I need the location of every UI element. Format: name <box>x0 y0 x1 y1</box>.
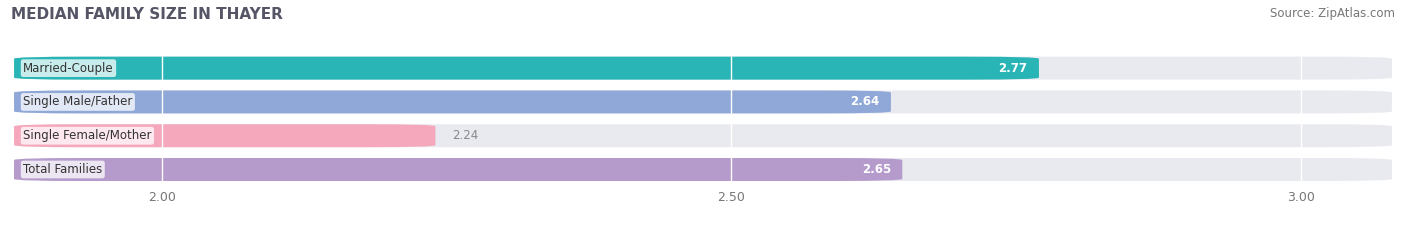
Text: MEDIAN FAMILY SIZE IN THAYER: MEDIAN FAMILY SIZE IN THAYER <box>11 7 283 22</box>
Text: 2.65: 2.65 <box>862 163 891 176</box>
Text: Single Female/Mother: Single Female/Mother <box>22 129 152 142</box>
Text: Source: ZipAtlas.com: Source: ZipAtlas.com <box>1270 7 1395 20</box>
Text: Married-Couple: Married-Couple <box>22 62 114 75</box>
FancyBboxPatch shape <box>14 124 1392 147</box>
Text: 2.64: 2.64 <box>851 96 880 108</box>
Text: 2.77: 2.77 <box>998 62 1028 75</box>
FancyBboxPatch shape <box>14 158 1392 181</box>
FancyBboxPatch shape <box>14 90 1392 113</box>
FancyBboxPatch shape <box>14 57 1392 80</box>
Text: Total Families: Total Families <box>22 163 103 176</box>
Text: 2.24: 2.24 <box>453 129 478 142</box>
FancyBboxPatch shape <box>14 90 891 113</box>
FancyBboxPatch shape <box>14 158 903 181</box>
Text: Single Male/Father: Single Male/Father <box>22 96 132 108</box>
FancyBboxPatch shape <box>14 57 1039 80</box>
FancyBboxPatch shape <box>14 124 436 147</box>
